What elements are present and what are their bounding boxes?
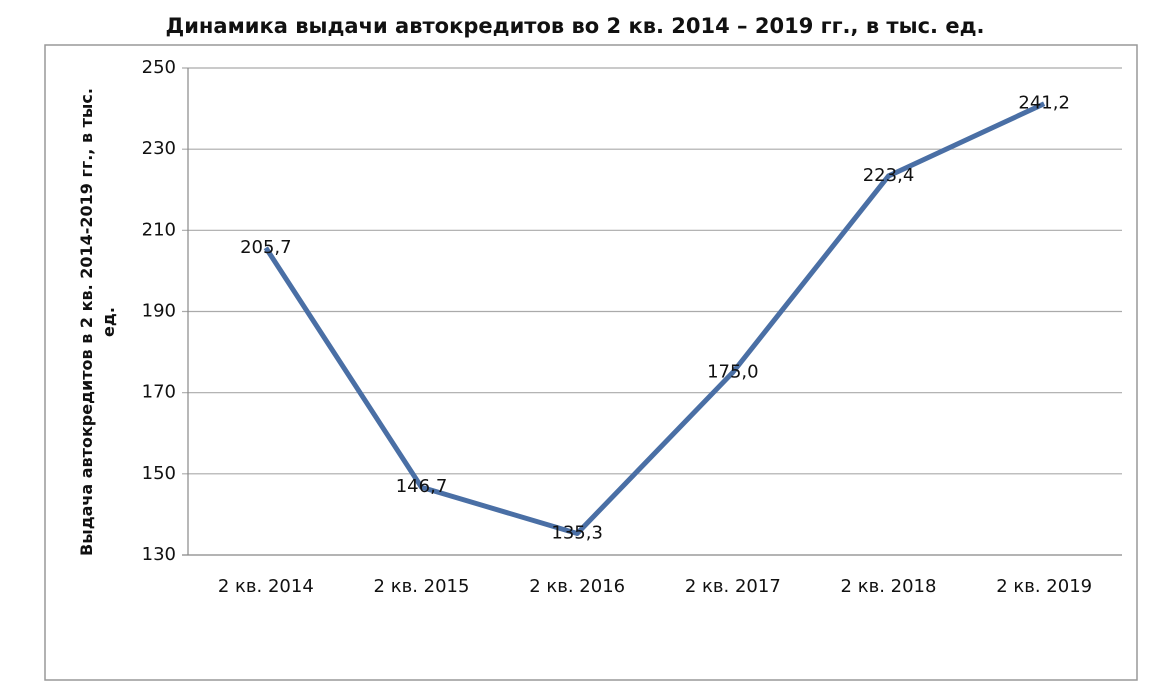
data-label: 135,3 <box>551 522 603 543</box>
x-tick-label: 2 кв. 2015 <box>374 576 470 597</box>
y-tick-label: 170 <box>142 382 176 403</box>
x-tick-label: 2 кв. 2019 <box>996 576 1092 597</box>
y-tick-label: 210 <box>142 219 176 240</box>
line <box>263 101 1046 536</box>
y-tick-label: 230 <box>142 138 176 159</box>
x-tick-label: 2 кв. 2018 <box>841 576 937 597</box>
y-tick-label: 250 <box>142 57 176 78</box>
data-label: 223,4 <box>863 165 915 186</box>
chart-border <box>44 44 1138 681</box>
data-label: 205,7 <box>240 237 292 258</box>
x-tick-label: 2 кв. 2017 <box>685 576 781 597</box>
data-label: 175,0 <box>707 361 759 382</box>
x-tick-label: 2 кв. 2014 <box>218 576 314 597</box>
x-tick-label: 2 кв. 2016 <box>529 576 625 597</box>
y-tick-label: 130 <box>142 544 176 565</box>
data-label: 241,2 <box>1018 93 1070 114</box>
data-label: 146,7 <box>396 476 448 497</box>
chart-title: Динамика выдачи автокредитов во 2 кв. 20… <box>165 14 984 38</box>
y-tick-label: 150 <box>142 463 176 484</box>
y-axis-label: Выдача автокредитов в 2 кв. 2014-2019 гг… <box>77 88 118 556</box>
y-tick-label: 190 <box>142 301 176 322</box>
